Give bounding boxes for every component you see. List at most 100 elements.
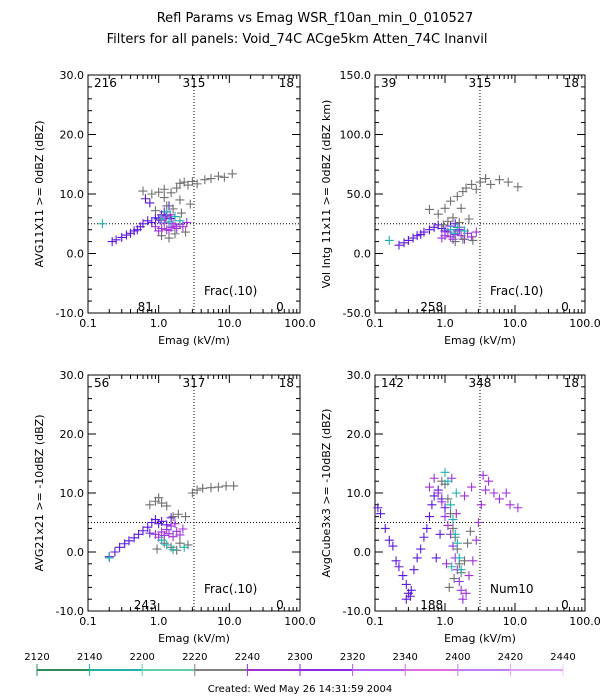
scatter-point bbox=[438, 220, 448, 230]
scatter-point bbox=[111, 235, 121, 245]
y-tick-label: 0.0 bbox=[354, 248, 372, 261]
scatter-point bbox=[183, 540, 193, 550]
panel-avgcube3x3: 0.1 1.0 10.0 100.0 -10.0 0.0 10.0 20.0 30.0 142 34… bbox=[320, 369, 600, 645]
scatter-point bbox=[104, 553, 114, 563]
count-bottom-right: 0 bbox=[561, 300, 569, 314]
scatter-point bbox=[154, 493, 164, 503]
scatter-point bbox=[155, 215, 165, 225]
scatter-point bbox=[424, 225, 434, 235]
colorbar-label: 2420 bbox=[498, 652, 523, 663]
x-tick-label: 10.0 bbox=[217, 317, 242, 330]
scatter-point bbox=[159, 193, 169, 203]
scatter-point bbox=[157, 214, 167, 224]
scatter-point bbox=[175, 530, 185, 540]
colorbar-label: 2240 bbox=[235, 652, 260, 663]
scatter-point bbox=[463, 538, 473, 548]
x-tick-label: 100.0 bbox=[284, 317, 316, 330]
count-bottom-right: 0 bbox=[276, 300, 284, 314]
scatter-point bbox=[157, 535, 167, 545]
stat-label: Frac(.10) bbox=[204, 582, 257, 596]
y-tick-label: 100.0 bbox=[340, 129, 372, 142]
scatter-point bbox=[456, 203, 466, 213]
x-tick-label: 1.0 bbox=[436, 317, 454, 330]
count-bottom-mid: 258 bbox=[420, 300, 443, 314]
scatter-point bbox=[419, 227, 429, 237]
scatter-point bbox=[429, 473, 439, 483]
scatter-point bbox=[221, 481, 231, 491]
scatter-point bbox=[446, 196, 456, 206]
scatter-point bbox=[452, 538, 462, 548]
scatter-point bbox=[468, 235, 478, 245]
count-bottom-right: 0 bbox=[561, 598, 569, 612]
count-top-left: 56 bbox=[94, 376, 109, 390]
colorbar-label: 2400 bbox=[445, 652, 470, 663]
x-tick-label: 0.1 bbox=[79, 317, 97, 330]
count-top-right: 18 bbox=[279, 76, 294, 90]
scatter-point bbox=[473, 518, 483, 527]
scatter-point bbox=[143, 216, 153, 226]
scatter-point bbox=[394, 562, 404, 572]
scatter-point bbox=[227, 169, 237, 179]
stat-label: Frac(.10) bbox=[490, 284, 543, 298]
y-tick-label: 10.0 bbox=[60, 188, 85, 201]
scatter-point bbox=[405, 591, 415, 601]
x-axis-label: Emag (kV/m) bbox=[444, 632, 516, 645]
scatter-point bbox=[172, 183, 182, 193]
scatter-point bbox=[147, 189, 157, 199]
figure-title: Refl Params vs Emag WSR_f10an_min_0_0105… bbox=[157, 11, 474, 26]
scatter-point bbox=[187, 177, 197, 187]
scatter-point bbox=[408, 233, 418, 243]
scatter-point bbox=[138, 219, 148, 229]
x-tick-label: 0.1 bbox=[366, 615, 384, 628]
scatter-point bbox=[168, 512, 178, 522]
x-axis-label: Emag (kV/m) bbox=[158, 632, 230, 645]
scatter-point bbox=[406, 585, 416, 595]
scatter-point bbox=[451, 488, 461, 498]
scatter-point bbox=[448, 234, 458, 244]
scatter-point bbox=[157, 516, 167, 526]
y-axis-label: AvgCube3x3 >= -10dBZ (dBZ) bbox=[320, 409, 333, 578]
scatter-point bbox=[145, 500, 155, 510]
scatter-point bbox=[471, 227, 481, 237]
count-top-mid: 315 bbox=[183, 76, 206, 90]
scatter-point bbox=[447, 562, 457, 572]
scatter-point bbox=[481, 174, 491, 184]
scatter-point bbox=[452, 222, 462, 232]
scatter-point bbox=[449, 228, 459, 238]
y-axis-label: AVG11X11 >= 0dBZ (dBZ) bbox=[33, 120, 46, 267]
scatter-point bbox=[401, 579, 411, 589]
colorbar-label: 2200 bbox=[129, 652, 154, 663]
scatter-point bbox=[159, 530, 169, 540]
scatter-point bbox=[409, 565, 419, 575]
scatter-point bbox=[115, 542, 125, 552]
scatter-point bbox=[412, 553, 422, 563]
scatter-point bbox=[394, 240, 404, 250]
scatter-point bbox=[206, 483, 216, 493]
scatter-point bbox=[424, 512, 434, 522]
scatter-point bbox=[461, 183, 471, 193]
count-top-mid: 317 bbox=[183, 376, 206, 390]
y-tick-label: 0.0 bbox=[67, 546, 85, 559]
scatter-point bbox=[448, 523, 458, 533]
scatter-point bbox=[140, 194, 150, 204]
scatter-point bbox=[444, 582, 454, 592]
scatter-point bbox=[458, 234, 468, 244]
scatter-point bbox=[429, 222, 439, 232]
y-tick-label: -10.0 bbox=[343, 605, 371, 618]
scatter-point bbox=[150, 206, 160, 216]
scatter-point bbox=[440, 467, 450, 477]
scatter-point bbox=[110, 547, 120, 557]
scatter-point bbox=[380, 523, 390, 533]
stat-label: Frac(.10) bbox=[204, 284, 257, 298]
scatter-point bbox=[468, 556, 478, 566]
scatter-point bbox=[181, 512, 191, 522]
scatter-point bbox=[446, 509, 456, 519]
x-axis-label: Emag (kV/m) bbox=[444, 334, 516, 347]
colorbar-label: 2140 bbox=[77, 652, 102, 663]
scatter-point bbox=[384, 235, 394, 245]
scatter-point bbox=[494, 175, 504, 185]
scatter-point bbox=[461, 588, 471, 598]
scatter-point bbox=[464, 571, 474, 581]
scatter-point bbox=[97, 219, 107, 229]
scatter-point bbox=[433, 209, 443, 219]
